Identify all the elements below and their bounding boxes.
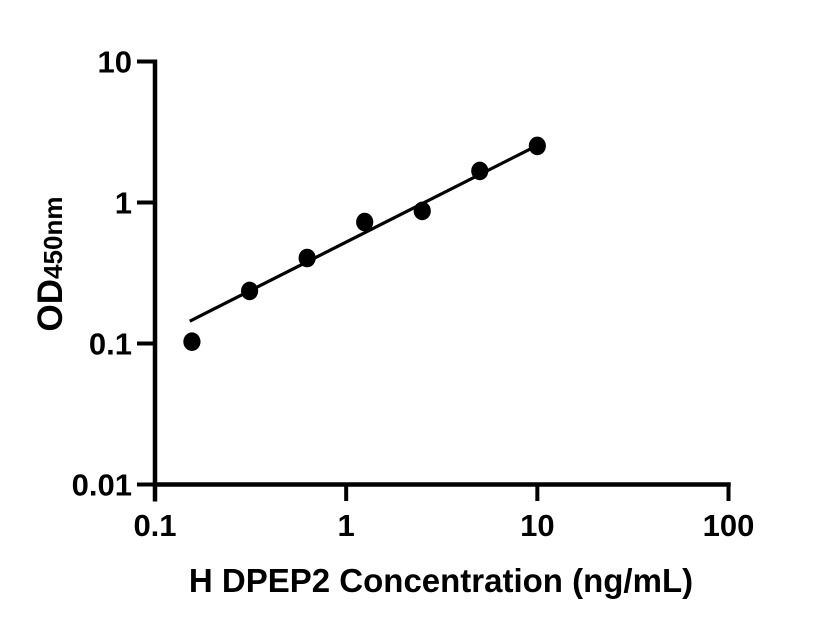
data-point bbox=[240, 281, 259, 301]
data-point bbox=[471, 161, 489, 181]
y-axis-title: OD450nm bbox=[31, 197, 70, 332]
data-point bbox=[356, 212, 374, 232]
y-axis-title-main: OD bbox=[31, 279, 70, 332]
x-tick-label: 10 bbox=[520, 508, 554, 543]
x-tick-label: 100 bbox=[703, 508, 755, 543]
data-point bbox=[298, 248, 316, 268]
x-tick-label: 0.1 bbox=[133, 508, 176, 543]
y-tick-label: 0.1 bbox=[89, 327, 132, 362]
data-point bbox=[183, 332, 201, 351]
y-tick-label: 10 bbox=[98, 45, 132, 80]
data-point bbox=[413, 201, 431, 221]
x-tick-label: 1 bbox=[338, 508, 355, 543]
y-tick-label: 0.01 bbox=[72, 468, 132, 503]
plot-area bbox=[183, 136, 546, 351]
y-tick-label: 1 bbox=[115, 186, 132, 221]
y-axis-title-sub: 450nm bbox=[38, 197, 68, 279]
x-axis-title: H DPEP2 Concentration (ng/mL) bbox=[189, 562, 693, 599]
data-point bbox=[528, 136, 546, 156]
